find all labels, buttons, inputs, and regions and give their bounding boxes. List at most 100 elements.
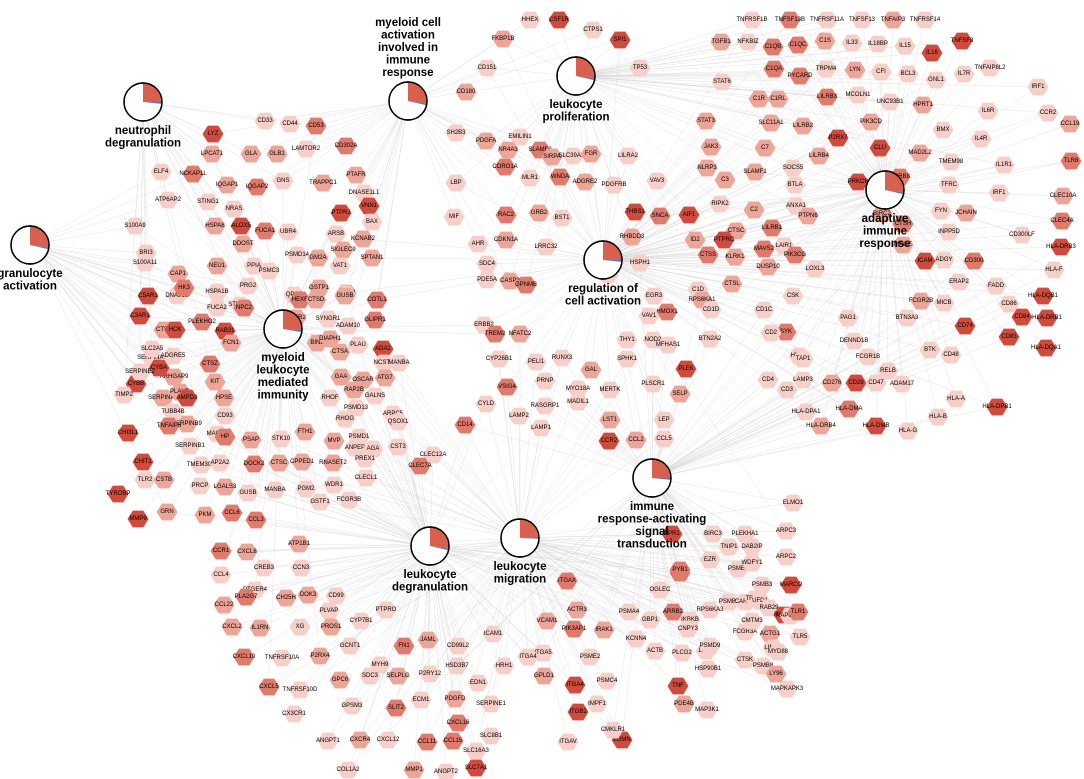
gene-hexagon [173,279,195,297]
gene-label: CCN3 [293,565,310,571]
gene-node-itgax: ITGAX [556,572,578,590]
gene-hexagon [393,637,415,655]
gene-hexagon [940,153,962,171]
gene-node-s100a9: S100A9 [124,217,146,235]
gene-hexagon [789,628,811,646]
gene-label: FADD [988,283,1005,289]
gene-hexagon [838,400,860,418]
gene-node-cd302a: CD302A [335,137,357,155]
gene-label: TIMP2 [115,392,133,398]
gene-hexagon [700,301,722,319]
gene-hexagon [232,235,254,253]
gene-hexagon [776,680,798,698]
gene-node-btk: BTK [919,341,941,359]
gene-hexagon [734,525,756,543]
gene-hexagon [289,291,311,309]
gene-label: SLAMF8 [528,147,552,153]
gene-hexagon [132,453,154,471]
gene-hexagon [925,71,947,89]
gene-label: TNFRSF1B [736,17,767,23]
gene-label: RAB29 [759,605,779,611]
gene-label: BTLA [787,182,802,188]
gene-hexagon [258,262,280,280]
gene-label: CST3 [390,444,406,450]
gene-label: ITGAX [558,578,576,584]
gene-hexagon [782,159,804,177]
term-label: leukocyte [549,99,602,111]
gene-label: PIK3CD [860,119,882,125]
gene-hexagon [214,478,236,496]
gene-node-stk10: STK10 [270,430,292,448]
gene-hexagon [209,454,231,472]
gene-label: CASP3 [500,278,520,284]
gene-node-trappc1: TRAPPC1 [309,174,337,192]
gene-hexagon [1043,261,1065,279]
gene-node-pla2g7: PLA2G7 [235,588,258,606]
gene-label: CLEC10A [1050,193,1077,199]
gene-hexagon [582,21,604,39]
gene-node-fpr1: FPR1 [661,525,683,543]
gene-node-slamf1: SLAMF1 [743,163,767,181]
gene-label: CSTB [156,477,172,483]
gene-node-hspa1b: HSPA1B [205,283,229,301]
gene-node-adgre2: ADGRE2 [573,173,598,191]
gene-node-mavs2: MAVS2 [753,240,775,258]
gene-node-ctsz: CTSZ [199,355,221,373]
gene-node-rab29: RAB29 [758,599,780,617]
gene-hexagon [618,603,640,621]
gene-label: TNIP1 [720,544,738,550]
gene-node-elf4: ELF4 [150,163,172,181]
gene-node-il16: IL16 [921,44,943,62]
gene-label: PIK3CG [784,252,806,258]
gene-node-ccl6: CCL6 [221,504,243,522]
gene-hexagon [763,60,785,78]
gene-label: ATP6AP2 [155,197,182,203]
gene-hexagon [341,697,363,715]
gene-node-lst1: LST1 [599,411,621,429]
gene-hexagon [353,184,375,202]
gene-node-pkm: PKM [194,506,216,524]
gene-label: CTSA [332,349,348,355]
gene-node-tgfb1: TGFB1 [710,33,732,51]
gene-node-xg: XG [289,618,311,636]
gene-label: RHOF [322,395,339,401]
gene-label: PSMD1 [349,434,370,440]
gene-node-pdgfa: PDGFA [475,132,497,150]
gene-node-fn1: FN1 [393,637,415,655]
gene-label: ADAM17 [890,381,915,387]
gene-label: TNFAIP6 [157,423,182,429]
gene-node-madil1: MADIL1 [567,393,589,411]
gene-label: PSMB8 [753,663,774,669]
gene-node-tnfaip6: TNFAIP6 [157,417,182,435]
gene-hexagon [496,378,518,396]
gene-hexagon [221,504,243,522]
gene-node-hsd3b7: HSD3B7 [445,657,469,675]
gene-hexagon [204,373,226,391]
term-label: regulation of [568,283,638,295]
gene-hexagon [233,299,255,317]
gene-node-arhgap9: ARHGAP9 [160,368,189,386]
gene-label: ARSB [328,231,344,237]
gene-label: LAMTOR2 [292,146,321,152]
gene-hexagon [347,336,369,354]
gene-node-lilrb2: LILRB2 [792,117,814,135]
gene-hexagon [182,165,204,183]
gene-hexagon [176,389,198,407]
gene-label: SERPINE1 [476,701,506,707]
gene-hexagon [845,374,867,392]
gene-hexagon [847,173,869,191]
gene-label: CYBA [151,365,167,371]
gene-node-itga4b: ITGA4 [564,676,586,694]
gene-hexagon [297,586,319,604]
gene-node-cd93: CD93 [214,407,236,425]
gene-node-hla-drb3: HLA-DRB3 [1046,238,1076,256]
gene-node-fcgr2b: FCGR2B [909,292,933,310]
gene-hexagon [744,163,766,181]
gene-hexagon [476,59,498,77]
gene-hexagon [580,145,602,163]
gene-node-marco: MARCO [780,576,802,594]
gene-hexagon [643,287,665,305]
gene-label: STAT3 [697,118,715,124]
